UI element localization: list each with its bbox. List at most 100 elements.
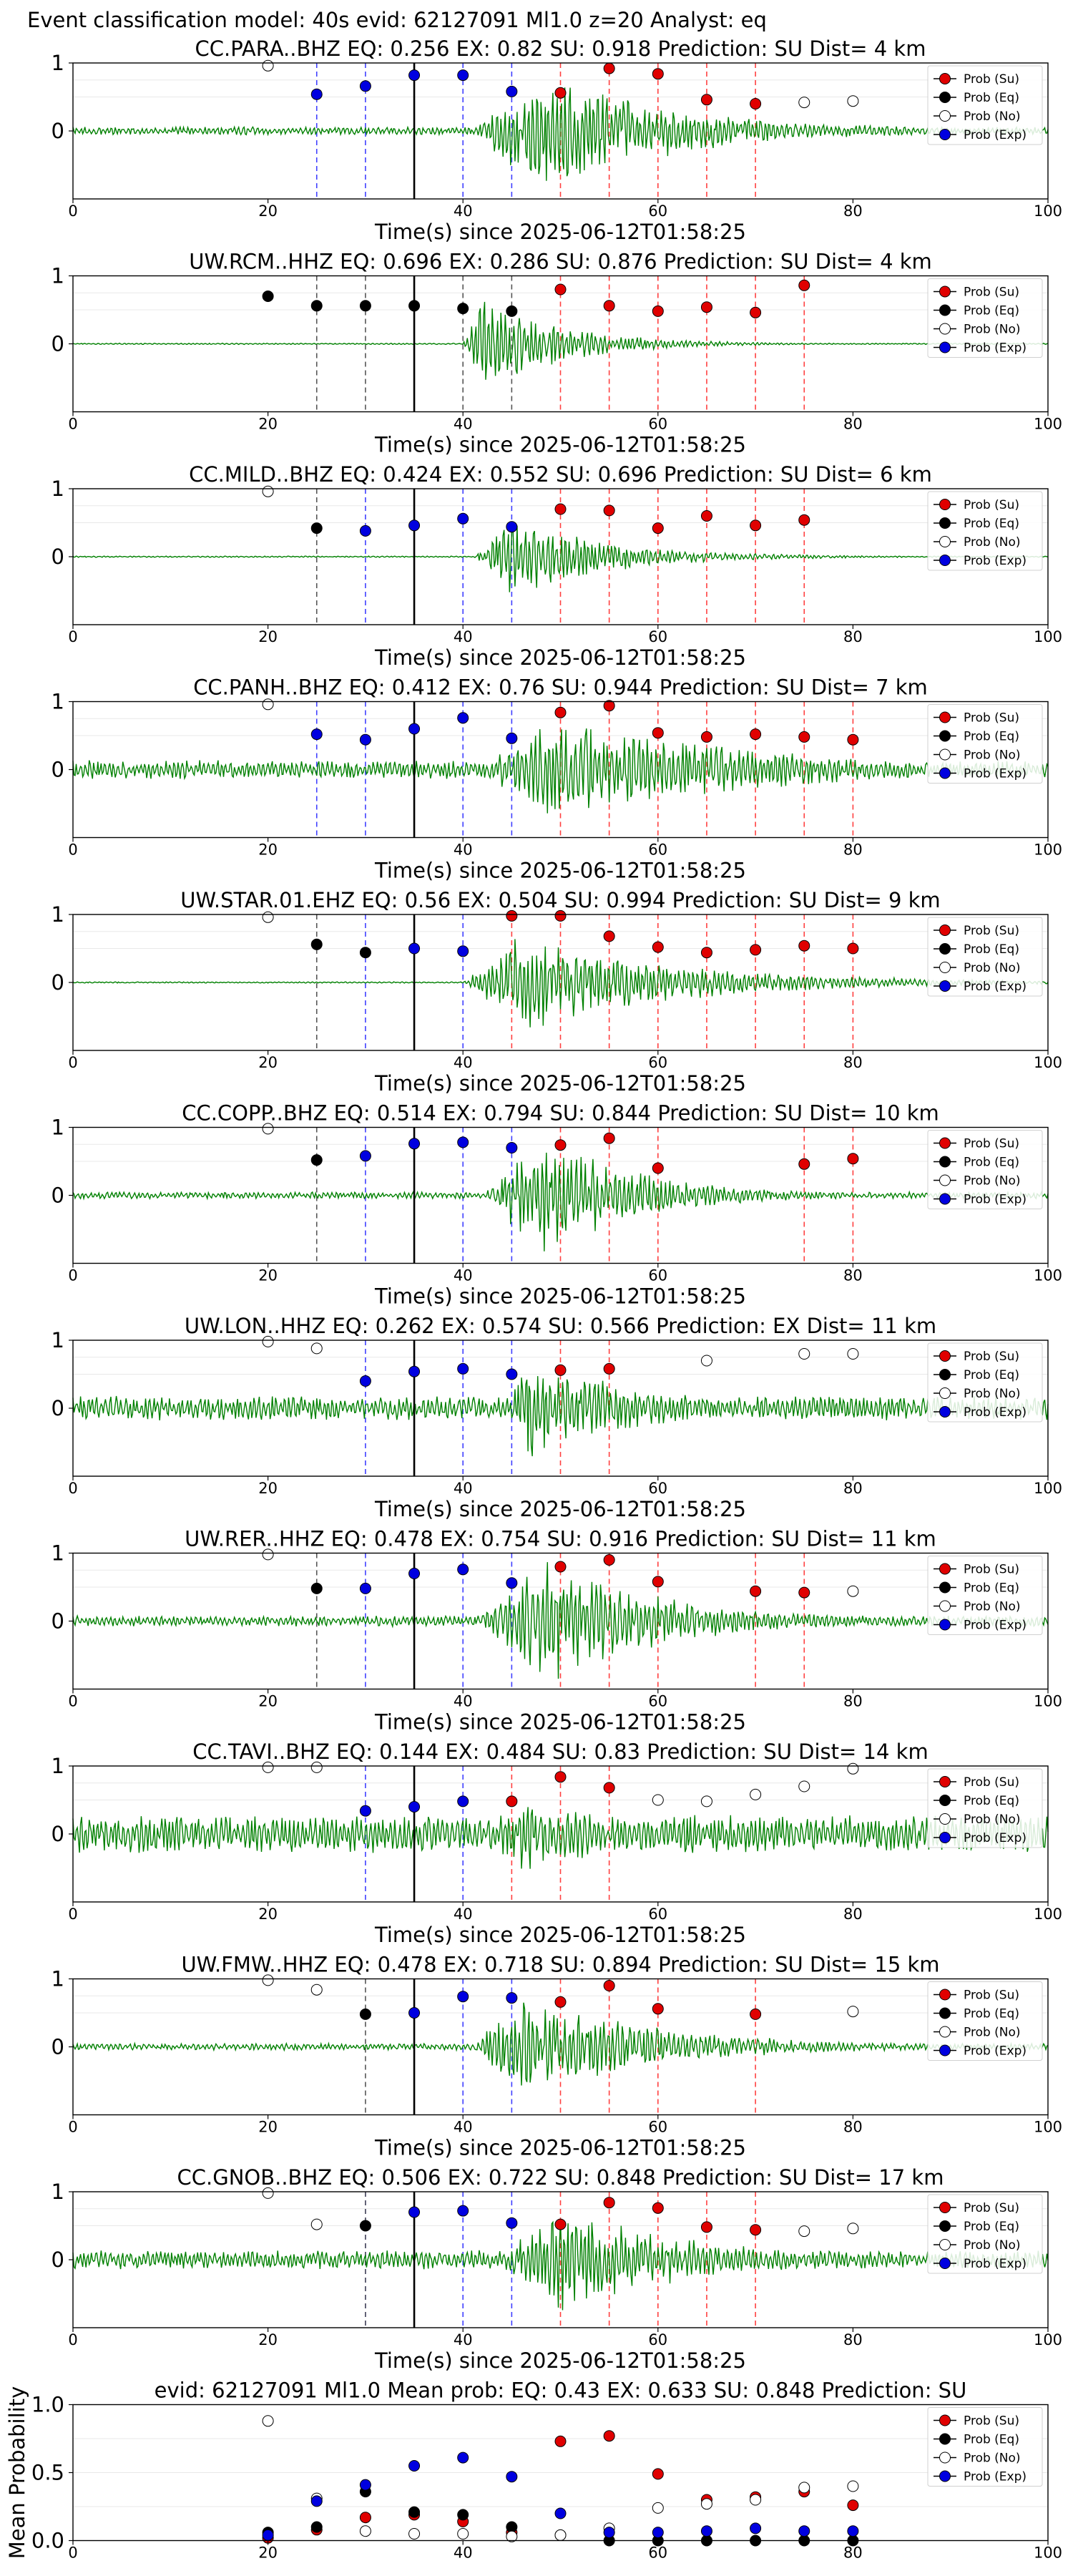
legend-label: Prob (No) (964, 2026, 1021, 2040)
x-axis-label: Time(s) since 2025-06-12T01:58:25 (374, 645, 746, 670)
x-tick-label: 60 (648, 416, 667, 433)
waveform-trace (72, 525, 1049, 592)
legend-label: Prob (Su) (964, 286, 1019, 300)
prob-no-marker (750, 1788, 762, 1800)
panel-title: CC.MILD..BHZ EQ: 0.424 EX: 0.552 SU: 0.6… (189, 462, 932, 487)
legend: Prob (Su) Prob (Eq) Prob (No) Prob (Exp) (927, 704, 1043, 784)
waveform-trace (72, 1807, 1049, 1869)
legend-marker (939, 110, 951, 122)
panel-3: CC.PANH..BHZ EQ: 0.412 EX: 0.76 SU: 0.94… (52, 675, 1063, 883)
prob-no-marker (798, 97, 810, 109)
x-tick-label: 100 (1034, 1267, 1062, 1284)
y-tick-label: 1 (52, 2180, 64, 2204)
x-tick-label: 80 (843, 628, 863, 645)
x-axis-label: Time(s) since 2025-06-12T01:58:25 (374, 1071, 746, 1096)
x-tick-label: 100 (1034, 841, 1062, 859)
x-tick-label: 20 (258, 1480, 278, 1497)
legend-marker (939, 2451, 951, 2464)
prob-su-marker (603, 930, 615, 942)
panel-2: CC.MILD..BHZ EQ: 0.424 EX: 0.552 SU: 0.6… (52, 462, 1063, 670)
x-axis-label: Time(s) since 2025-06-12T01:58:25 (374, 1710, 746, 1735)
legend: Prob (Su) Prob (Eq) Prob (No) Prob (Exp) (927, 1768, 1043, 1848)
x-tick-label: 100 (1034, 1693, 1062, 1710)
legend-label: Prob (Su) (964, 1563, 1019, 1577)
x-tick-label: 100 (1034, 2545, 1062, 2562)
x-tick-label: 40 (454, 1054, 473, 1071)
legend-label: Prob (Eq) (964, 517, 1019, 531)
y-tick-label: 0 (52, 1609, 64, 1634)
waveform-trace (72, 301, 1049, 380)
x-tick-label: 100 (1034, 203, 1062, 220)
legend-box (927, 65, 1043, 145)
prob-eq-marker (408, 2506, 421, 2518)
legend-box (927, 278, 1043, 358)
legend: Prob (Su) Prob (Eq) Prob (No) Prob (Exp) (927, 1130, 1043, 1209)
x-tick-label: 40 (454, 1693, 473, 1710)
prob-exp-marker (603, 2527, 615, 2539)
legend-marker (939, 962, 951, 973)
y-tick-label: 1 (52, 51, 64, 75)
prob-exp-marker (408, 1568, 421, 1579)
x-tick-label: 60 (648, 2331, 667, 2348)
prob-su-marker (750, 2224, 762, 2236)
legend-marker (939, 1193, 951, 1205)
legend-marker (939, 730, 951, 742)
legend-label: Prob (Su) (964, 72, 1019, 87)
y-tick-label: 0 (52, 758, 64, 782)
prob-exp-marker (506, 1142, 518, 1153)
legend-box (927, 1981, 1043, 2061)
prob-su-marker (750, 944, 762, 956)
legend-label: Prob (Eq) (964, 1794, 1019, 1808)
legend-marker (939, 2202, 951, 2213)
legend-marker (939, 73, 951, 84)
prob-su-marker (652, 1576, 664, 1588)
legend-marker (939, 517, 951, 529)
x-tick-label: 0 (68, 203, 77, 220)
prob-su-marker (554, 909, 567, 922)
legend-label: Prob (Su) (964, 2414, 1019, 2429)
x-tick-label: 40 (454, 2331, 473, 2348)
prob-exp-marker (310, 2495, 323, 2507)
prob-su-marker (750, 98, 762, 109)
prob-su-marker (700, 510, 712, 522)
x-axis-label: Time(s) since 2025-06-12T01:58:25 (374, 2348, 746, 2373)
prob-eq-marker (310, 2521, 323, 2533)
prob-eq-marker (408, 300, 421, 312)
prob-su-marker (603, 1554, 615, 1566)
x-tick-label: 20 (258, 1906, 278, 1923)
prob-exp-marker (359, 1582, 371, 1594)
x-tick-label: 0 (68, 1054, 77, 1071)
prob-exp-marker (847, 2525, 859, 2537)
x-axis-label: Time(s) since 2025-06-12T01:58:25 (374, 220, 746, 244)
prob-exp-marker (359, 2479, 371, 2491)
waveform-trace (72, 87, 1049, 181)
legend-label: Prob (No) (964, 961, 1021, 975)
prob-no-marker (554, 2529, 567, 2541)
legend-box (927, 2407, 1043, 2487)
prob-no-marker (262, 1123, 274, 1135)
prob-su-marker (750, 1585, 762, 1597)
x-tick-label: 100 (1034, 1906, 1062, 1923)
prob-no-marker (262, 1335, 274, 1347)
x-tick-label: 0 (68, 2331, 77, 2348)
x-tick-label: 80 (843, 1480, 863, 1497)
legend-marker (939, 1156, 951, 1168)
prob-no-marker (408, 2528, 421, 2540)
prob-su-marker (603, 2197, 615, 2209)
y-axis-label: Mean Probability (5, 2386, 29, 2560)
prob-no-marker (847, 1585, 859, 1597)
waveform-trace (72, 1152, 1049, 1252)
prob-no-marker (310, 1342, 323, 1355)
legend-marker (939, 943, 951, 955)
prob-exp-marker (554, 2507, 567, 2519)
x-tick-label: 40 (454, 841, 473, 859)
prob-no-marker (700, 1795, 712, 1807)
prob-su-marker (652, 68, 664, 80)
prob-no-marker (700, 1355, 712, 1367)
legend-label: Prob (Eq) (964, 304, 1019, 318)
legend-marker (939, 2007, 951, 2019)
y-tick-label: 0 (52, 1822, 64, 1846)
y-tick-label: 0.0 (31, 2529, 64, 2553)
prob-eq-marker (457, 303, 469, 315)
prob-no-marker (700, 2498, 712, 2510)
